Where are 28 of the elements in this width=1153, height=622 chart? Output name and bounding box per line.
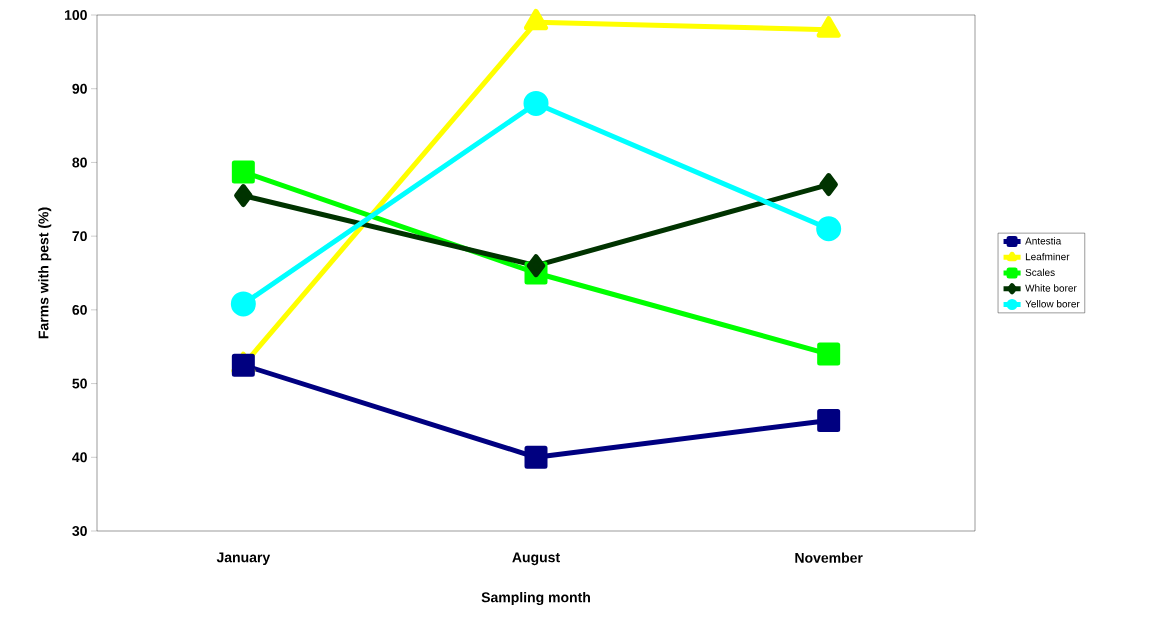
x-tick-label: August — [512, 552, 560, 566]
legend-label: Scales — [1025, 268, 1055, 276]
point — [230, 291, 256, 317]
point — [819, 173, 838, 197]
y-tick-label: 50 — [72, 378, 87, 389]
legend-label: White borer — [1025, 284, 1077, 292]
y-tick-label: 70 — [72, 231, 87, 242]
legend-label: Yellow borer — [1025, 300, 1080, 308]
legend-label: Leafminer — [1025, 252, 1070, 261]
point — [817, 408, 841, 432]
point — [524, 445, 548, 469]
y-tick-label: 90 — [72, 83, 87, 94]
y-tick-label: 30 — [72, 526, 87, 536]
y-tick-label: 80 — [72, 157, 87, 168]
y-tick-label: 60 — [72, 304, 87, 315]
y-axis-title: Farms with pest (%) — [38, 207, 52, 339]
point — [234, 184, 253, 208]
x-axis-title: Sampling month — [481, 592, 590, 606]
y-tick-label: 100 — [64, 10, 87, 20]
legend-label: Antestia — [1025, 237, 1062, 245]
x-tick-label: January — [216, 552, 271, 566]
point — [817, 342, 841, 366]
x-tick-label: November — [795, 552, 863, 563]
y-tick-label: 40 — [72, 452, 87, 463]
point — [231, 160, 255, 184]
point — [523, 90, 549, 116]
point — [526, 254, 546, 278]
point — [816, 216, 842, 242]
